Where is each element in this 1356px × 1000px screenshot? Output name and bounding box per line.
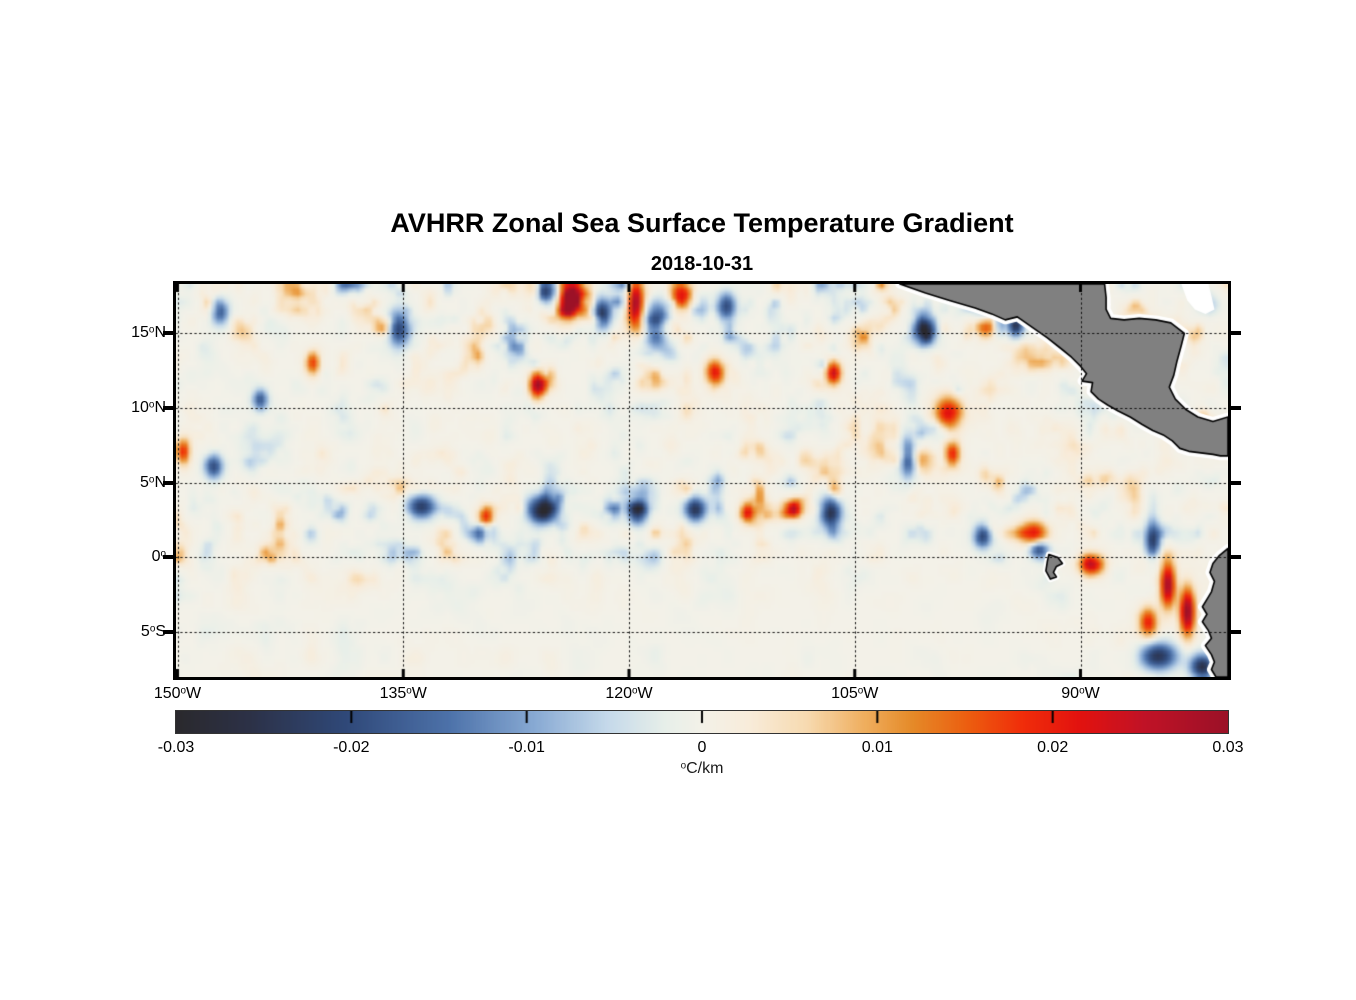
- chart-title: AVHRR Zonal Sea Surface Temperature Grad…: [390, 208, 1014, 238]
- y-axis-tick: [163, 331, 173, 336]
- sst-gradient-map-canvas: [176, 284, 1228, 677]
- map-frame: [173, 281, 1231, 680]
- y-axis-tick: [1231, 555, 1241, 560]
- degree-superscript: o: [148, 474, 155, 486]
- chart-subtitle: 2018-10-31: [650, 253, 754, 275]
- y-tick-label: 0o: [76, 546, 166, 568]
- x-tick-label: 90oW: [1061, 685, 1100, 702]
- colorbar-tick-label: 0.03: [1212, 739, 1244, 756]
- x-tick-label: 120oW: [605, 685, 653, 702]
- colorbar-tick-label: 0: [697, 739, 707, 756]
- degree-superscript: o: [1079, 685, 1085, 697]
- x-tick-label: 135oW: [379, 685, 427, 702]
- y-tick-label: 5oS: [140, 623, 166, 641]
- y-axis-tick: [1231, 630, 1241, 635]
- degree-superscript: o: [148, 324, 155, 336]
- degree-superscript: o: [680, 760, 687, 772]
- degree-superscript: o: [632, 685, 638, 697]
- degree-superscript: o: [180, 685, 187, 697]
- y-axis-tick: [163, 406, 173, 411]
- x-tick-label: 150oW: [153, 685, 202, 702]
- y-tick-label: 15oN: [131, 324, 166, 342]
- colorbar-tick-label: 0.02: [1037, 739, 1069, 756]
- y-tick-label: 10oN: [131, 399, 166, 417]
- degree-superscript: o: [160, 549, 166, 560]
- colorbar-tick-label: 0.01: [861, 739, 893, 756]
- y-axis-tick: [163, 555, 173, 560]
- y-axis-tick: [163, 480, 173, 485]
- degree-superscript: o: [149, 623, 156, 635]
- degree-superscript: o: [406, 685, 412, 697]
- colorbar-tick-label: -0.02: [333, 739, 370, 756]
- colorbar-tick-label: -0.03: [157, 739, 195, 756]
- y-axis-tick: [1231, 480, 1241, 485]
- degree-superscript: o: [857, 685, 864, 697]
- y-axis-tick: [1231, 406, 1241, 411]
- colorbar: [175, 710, 1229, 734]
- y-tick-label: 5oN: [140, 473, 166, 491]
- colorbar-tick-label: -0.01: [508, 739, 545, 756]
- y-axis-tick: [163, 630, 173, 635]
- y-axis-tick: [1231, 331, 1241, 336]
- x-tick-label: 105oW: [831, 685, 879, 702]
- degree-superscript: o: [148, 399, 155, 411]
- colorbar-unit-label: oC/km: [680, 760, 724, 777]
